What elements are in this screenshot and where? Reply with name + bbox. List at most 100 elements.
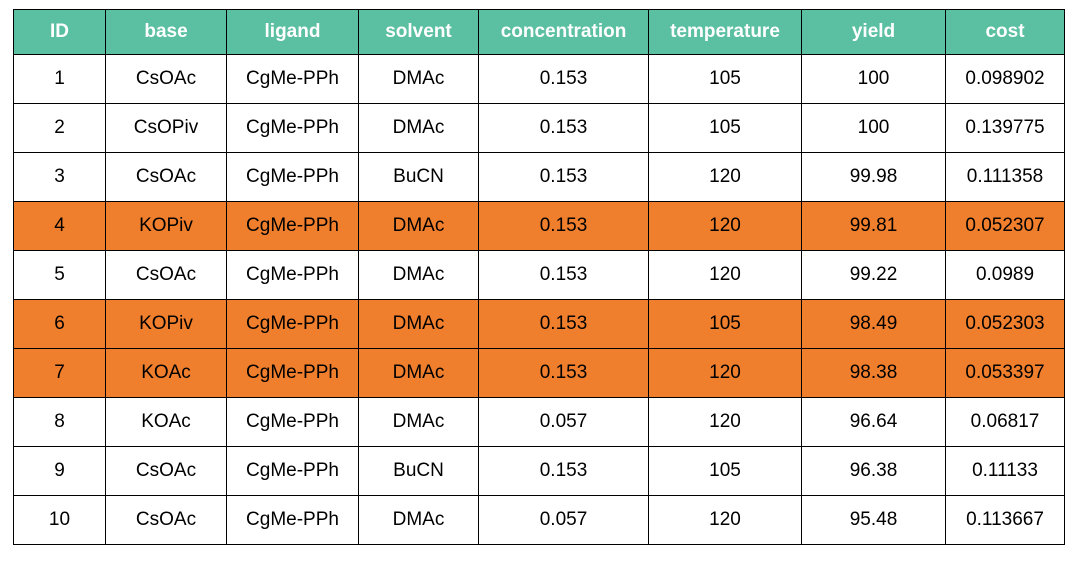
table-cell-base: CsOAc <box>105 495 227 545</box>
table-cell-solvent: DMAc <box>358 201 479 251</box>
table-cell-id: 6 <box>13 299 106 349</box>
table-cell-temperature: 120 <box>648 397 802 447</box>
table-cell-ligand: CgMe-PPh <box>226 397 359 447</box>
table-cell-yield: 99.81 <box>801 201 946 251</box>
column-header-cost: cost <box>945 9 1065 55</box>
table-row: 7 KOAc CgMe-PPh DMAc 0.153 120 98.38 0.053397 <box>13 348 1065 398</box>
table-cell-solvent: DMAc <box>358 495 479 545</box>
results-table-container: ID base ligand solvent concentration temperat… <box>13 9 1065 552</box>
table-cell-solvent: DMAc <box>358 250 479 300</box>
table-cell-yield: 95.48 <box>801 495 946 545</box>
table-cell-solvent: DMAc <box>358 348 479 398</box>
header-row: ID base ligand solvent concentration temperat… <box>13 9 1065 55</box>
table-cell-cost: 0.11133 <box>945 446 1065 496</box>
column-header-concentration: concentration <box>478 9 649 55</box>
table-cell-ligand: CgMe-PPh <box>226 495 359 545</box>
table-cell-concentration: 0.153 <box>478 250 649 300</box>
table-cell-yield: 96.38 <box>801 446 946 496</box>
table-cell-solvent: DMAc <box>358 397 479 447</box>
table-cell-cost: 0.06817 <box>945 397 1065 447</box>
table-cell-id: 4 <box>13 201 106 251</box>
table-row: 3 CsOAc CgMe-PPh BuCN 0.153 120 99.98 0.111358 <box>13 152 1065 202</box>
table-cell-ligand: CgMe-PPh <box>226 152 359 202</box>
table-cell-solvent: DMAc <box>358 54 479 104</box>
table-cell-cost: 0.052307 <box>945 201 1065 251</box>
table-cell-solvent: BuCN <box>358 152 479 202</box>
table-cell-yield: 99.22 <box>801 250 946 300</box>
table-cell-cost: 0.053397 <box>945 348 1065 398</box>
table-cell-base: KOPiv <box>105 299 227 349</box>
table-cell-cost: 0.139775 <box>945 103 1065 153</box>
column-header-yield: yield <box>801 9 946 55</box>
table-cell-temperature: 120 <box>648 152 802 202</box>
table-cell-temperature: 120 <box>648 495 802 545</box>
table-cell-cost: 0.0989 <box>945 250 1065 300</box>
table-cell-id: 2 <box>13 103 106 153</box>
table-cell-base: KOPiv <box>105 201 227 251</box>
table-cell-concentration: 0.153 <box>478 152 649 202</box>
table-cell-id: 8 <box>13 397 106 447</box>
table-cell-yield: 96.64 <box>801 397 946 447</box>
table-row: 8 KOAc CgMe-PPh DMAc 0.057 120 96.64 0.06817 <box>13 397 1065 447</box>
table-cell-cost: 0.052303 <box>945 299 1065 349</box>
table-cell-temperature: 120 <box>648 250 802 300</box>
table-cell-base: CsOAc <box>105 54 227 104</box>
table-cell-base: KOAc <box>105 348 227 398</box>
column-header-base: base <box>105 9 227 55</box>
table-cell-yield: 99.98 <box>801 152 946 202</box>
table-cell-ligand: CgMe-PPh <box>226 446 359 496</box>
table-row: 9 CsOAc CgMe-PPh BuCN 0.153 105 96.38 0.11133 <box>13 446 1065 496</box>
table-cell-base: CsOAc <box>105 446 227 496</box>
table-cell-ligand: CgMe-PPh <box>226 103 359 153</box>
table-cell-solvent: DMAc <box>358 299 479 349</box>
table-cell-ligand: CgMe-PPh <box>226 348 359 398</box>
table-row: 1 CsOAc CgMe-PPh DMAc 0.153 105 100 0.098902 <box>13 54 1065 104</box>
table-cell-id: 3 <box>13 152 106 202</box>
table-row: 6 KOPiv CgMe-PPh DMAc 0.153 105 98.49 0.052303 <box>13 299 1065 349</box>
table-row: 10 CsOAc CgMe-PPh DMAc 0.057 120 95.48 0.113667 <box>13 495 1065 545</box>
table-cell-temperature: 105 <box>648 299 802 349</box>
table-row: 4 KOPiv CgMe-PPh DMAc 0.153 120 99.81 0.052307 <box>13 201 1065 251</box>
table-cell-id: 5 <box>13 250 106 300</box>
table-cell-concentration: 0.057 <box>478 495 649 545</box>
table-cell-concentration: 0.153 <box>478 446 649 496</box>
table-cell-yield: 100 <box>801 103 946 153</box>
column-header-solvent: solvent <box>358 9 479 55</box>
table-cell-id: 10 <box>13 495 106 545</box>
table-cell-temperature: 120 <box>648 201 802 251</box>
table-cell-concentration: 0.153 <box>478 103 649 153</box>
table-body: 1 CsOAc CgMe-PPh DMAc 0.153 105 100 0.098902 2 Cs… <box>13 54 1065 545</box>
table-cell-base: CsOPiv <box>105 103 227 153</box>
table-cell-ligand: CgMe-PPh <box>226 250 359 300</box>
column-header-temperature: temperature <box>648 9 802 55</box>
table-cell-base: CsOAc <box>105 152 227 202</box>
table-cell-yield: 100 <box>801 54 946 104</box>
table-cell-cost: 0.098902 <box>945 54 1065 104</box>
column-header-ligand: ligand <box>226 9 359 55</box>
table-cell-ligand: CgMe-PPh <box>226 54 359 104</box>
table-cell-base: CsOAc <box>105 250 227 300</box>
table-cell-ligand: CgMe-PPh <box>226 201 359 251</box>
table-cell-cost: 0.111358 <box>945 152 1065 202</box>
table-cell-concentration: 0.057 <box>478 397 649 447</box>
table-cell-concentration: 0.153 <box>478 201 649 251</box>
table-cell-id: 1 <box>13 54 106 104</box>
table-cell-id: 7 <box>13 348 106 398</box>
table-cell-solvent: DMAc <box>358 103 479 153</box>
table-cell-yield: 98.49 <box>801 299 946 349</box>
column-header-id: ID <box>13 9 106 55</box>
table-cell-temperature: 120 <box>648 348 802 398</box>
table-cell-solvent: BuCN <box>358 446 479 496</box>
table-row: 5 CsOAc CgMe-PPh DMAc 0.153 120 99.22 0.0989 <box>13 250 1065 300</box>
table-cell-concentration: 0.153 <box>478 348 649 398</box>
table-header: ID base ligand solvent concentration temperat… <box>13 9 1065 55</box>
table-cell-ligand: CgMe-PPh <box>226 299 359 349</box>
table-row: 2 CsOPiv CgMe-PPh DMAc 0.153 105 100 0.139775 <box>13 103 1065 153</box>
table-cell-temperature: 105 <box>648 54 802 104</box>
table-cell-id: 9 <box>13 446 106 496</box>
table-cell-temperature: 105 <box>648 446 802 496</box>
table-cell-cost: 0.113667 <box>945 495 1065 545</box>
table-cell-concentration: 0.153 <box>478 54 649 104</box>
table-cell-temperature: 105 <box>648 103 802 153</box>
table-cell-yield: 98.38 <box>801 348 946 398</box>
